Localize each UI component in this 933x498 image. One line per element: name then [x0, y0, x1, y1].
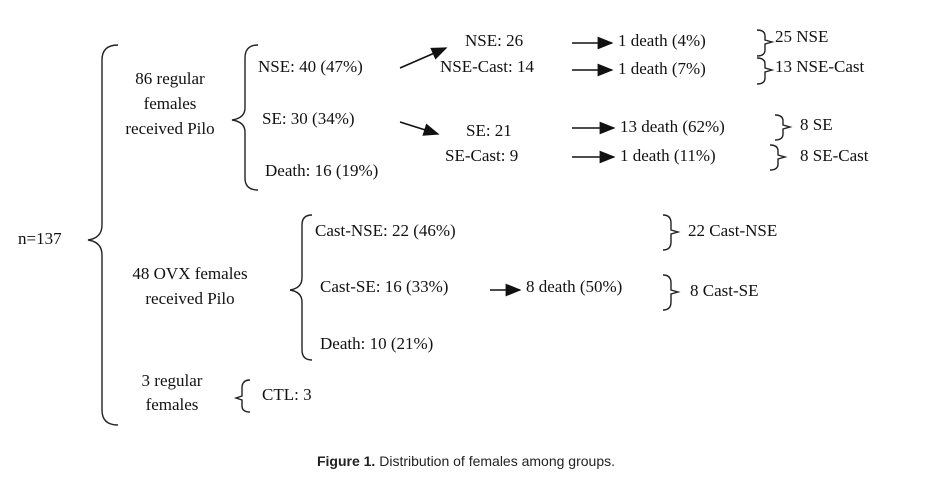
node: NSE: 40 (47%)	[258, 57, 363, 76]
node: NSE: 26	[465, 31, 523, 50]
arrows	[399, 36, 616, 297]
braces	[87, 29, 793, 426]
node: SE-Cast: 9	[445, 146, 518, 165]
caption-label: Figure 1.	[317, 453, 375, 469]
node: 1 death (4%)	[618, 31, 706, 50]
caption-text: Distribution of females among groups.	[379, 453, 615, 469]
group-line: 48 OVX females	[132, 264, 247, 283]
group-line: females	[144, 94, 197, 113]
group-line: received Pilo	[125, 119, 214, 138]
root: n=137	[18, 229, 62, 248]
node: 13 NSE-Cast	[775, 57, 865, 76]
node: CTL: 3	[262, 385, 312, 404]
node: Death: 16 (19%)	[265, 161, 378, 180]
node: Death: 10 (21%)	[320, 334, 433, 353]
node: NSE-Cast: 14	[440, 57, 534, 76]
node: SE: 21	[466, 121, 512, 140]
node: 8 death (50%)	[526, 277, 622, 296]
group-line: 3 regular	[142, 371, 203, 390]
node: 13 death (62%)	[620, 117, 725, 136]
node: 1 death (11%)	[620, 146, 716, 165]
node: SE: 30 (34%)	[262, 109, 355, 128]
node: 8 SE-Cast	[800, 146, 869, 165]
group-line: received Pilo	[145, 289, 234, 308]
node: Cast-NSE: 22 (46%)	[315, 221, 456, 240]
node: Cast-SE: 16 (33%)	[320, 277, 448, 296]
group-line: females	[146, 395, 199, 414]
node: 1 death (7%)	[618, 59, 706, 78]
group-line: 86 regular	[135, 69, 205, 88]
caption: Figure 1. Distribution of females among …	[317, 453, 615, 469]
node: 25 NSE	[775, 27, 828, 46]
node: 8 SE	[800, 115, 833, 134]
node: 8 Cast-SE	[690, 281, 758, 300]
node: 22 Cast-NSE	[688, 221, 777, 240]
